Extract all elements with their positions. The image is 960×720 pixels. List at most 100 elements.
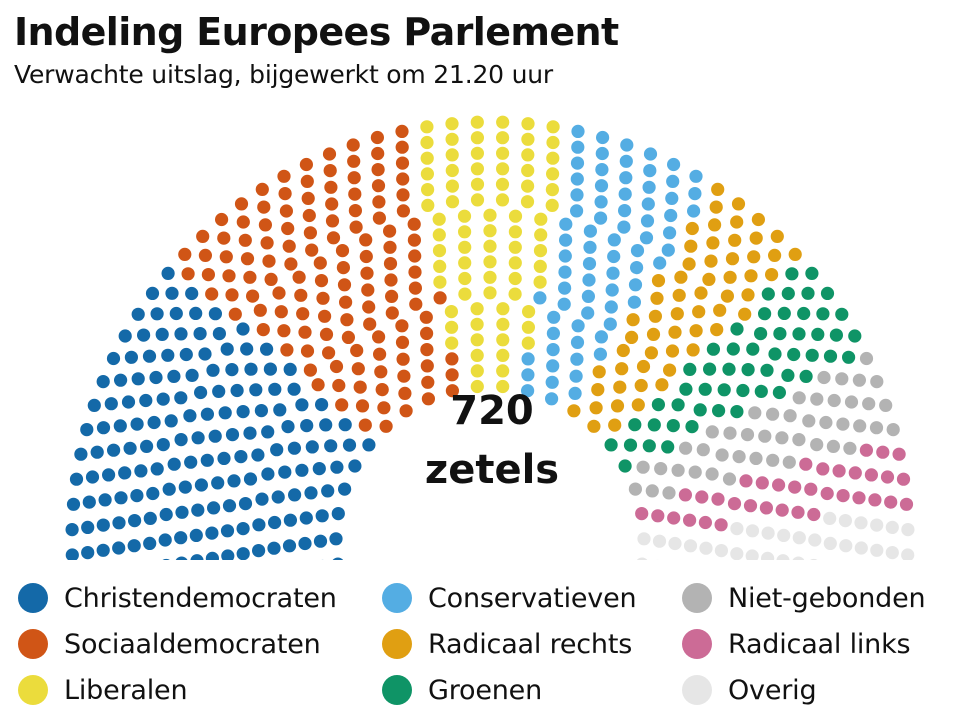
seat-dot [496, 131, 510, 145]
seat-dot [661, 440, 675, 454]
legend-swatch [682, 675, 712, 705]
seat-dot [811, 327, 825, 341]
seat-dot [852, 491, 866, 505]
seat-dot [583, 224, 598, 238]
legend-swatch [682, 629, 712, 659]
seat-dot [278, 465, 292, 479]
seat-dot [81, 546, 95, 560]
seat-dot [251, 448, 265, 462]
seat-dot [220, 342, 234, 356]
seat-dot [107, 443, 121, 457]
seat-dot [470, 115, 484, 129]
seat-dot [143, 511, 157, 525]
seat-group-conservatieven [521, 124, 703, 406]
seat-dot [570, 188, 584, 202]
seat-dot [316, 291, 330, 305]
seat-dot [655, 378, 669, 392]
seat-dot [820, 286, 835, 300]
seat-dot [85, 470, 100, 484]
seat-dot [361, 283, 375, 297]
seat-dot [106, 351, 121, 366]
seat-group-liberalen [420, 115, 560, 394]
seat-dot [384, 273, 398, 287]
seat-dot [558, 265, 572, 279]
seat-dot [671, 463, 685, 477]
seat-dot [683, 362, 697, 376]
seat-dot [695, 490, 709, 504]
seat-dot [799, 369, 813, 383]
seat-dot [496, 146, 510, 160]
seat-dot [761, 551, 775, 560]
legend-item: Radicaal links [682, 624, 911, 664]
seat-dot [243, 426, 257, 440]
seat-dot [208, 307, 222, 321]
seat-dot [666, 174, 680, 188]
seat-dot [692, 305, 706, 319]
seat-dot [604, 438, 618, 452]
seat-dot [458, 225, 472, 239]
seat-dot [281, 221, 295, 236]
seat-dot [571, 319, 585, 333]
seat-dot [305, 440, 319, 454]
seat-dot [337, 278, 352, 292]
seat-group-sociaaldemocraten [178, 124, 459, 433]
seat-dot [838, 514, 853, 528]
seat-group-radicaal-links [635, 443, 914, 532]
seat-dot [458, 287, 472, 301]
seat-dot [432, 228, 446, 242]
seat-dot [899, 497, 914, 511]
seat-dot [508, 209, 523, 223]
seat-dot [408, 249, 422, 263]
seat-dot [781, 286, 795, 301]
seat-dot [699, 541, 713, 555]
seat-dot [725, 252, 740, 266]
seat-dot [264, 272, 278, 286]
seat-dot [618, 204, 632, 218]
seat-dot [604, 300, 618, 314]
seat-dot [546, 326, 561, 340]
seat-dot [458, 240, 472, 254]
seat-dot [315, 509, 329, 523]
seat-dot [792, 433, 806, 447]
seat-dot [336, 261, 350, 275]
seat-dot [817, 370, 831, 385]
seat-dot [720, 289, 735, 303]
seat-dot [772, 478, 786, 492]
seat-dot [222, 269, 236, 283]
seat-dot [819, 415, 833, 430]
seat-dot [113, 419, 127, 433]
seat-dot [901, 548, 915, 560]
seat-dot [603, 317, 617, 331]
seat-dot [335, 398, 349, 412]
seat-dot [131, 307, 145, 321]
seat-dot [131, 372, 145, 386]
seat-dot [496, 379, 510, 394]
seat-dot [546, 359, 560, 373]
legend-item: Overig [682, 670, 817, 710]
seat-dot [137, 328, 151, 342]
seat-dot [395, 335, 410, 349]
seat-dot [140, 439, 154, 453]
seat-dot [631, 398, 645, 412]
seat-dot [262, 254, 276, 268]
seat-dot [870, 543, 884, 557]
legend-item: Groenen [382, 670, 542, 710]
seat-dot [741, 363, 755, 377]
seat-dot [630, 261, 644, 275]
seat-dot [470, 193, 485, 207]
seat-dot [433, 259, 447, 273]
seat-dot [684, 239, 698, 253]
seat-dot [667, 511, 681, 525]
seat-dot [534, 228, 548, 242]
seat-dot [312, 462, 326, 476]
legend-label: Christendemocraten [64, 582, 337, 614]
seat-dot [777, 306, 791, 320]
seat-dot [783, 409, 797, 423]
parliament-hemicycle [65, 115, 915, 560]
seat-dot [496, 364, 510, 378]
seat-dot [698, 515, 713, 530]
legend-swatch [382, 629, 412, 659]
seat-dot [651, 274, 666, 288]
seat-dot [668, 536, 682, 551]
legend-swatch [18, 675, 48, 705]
